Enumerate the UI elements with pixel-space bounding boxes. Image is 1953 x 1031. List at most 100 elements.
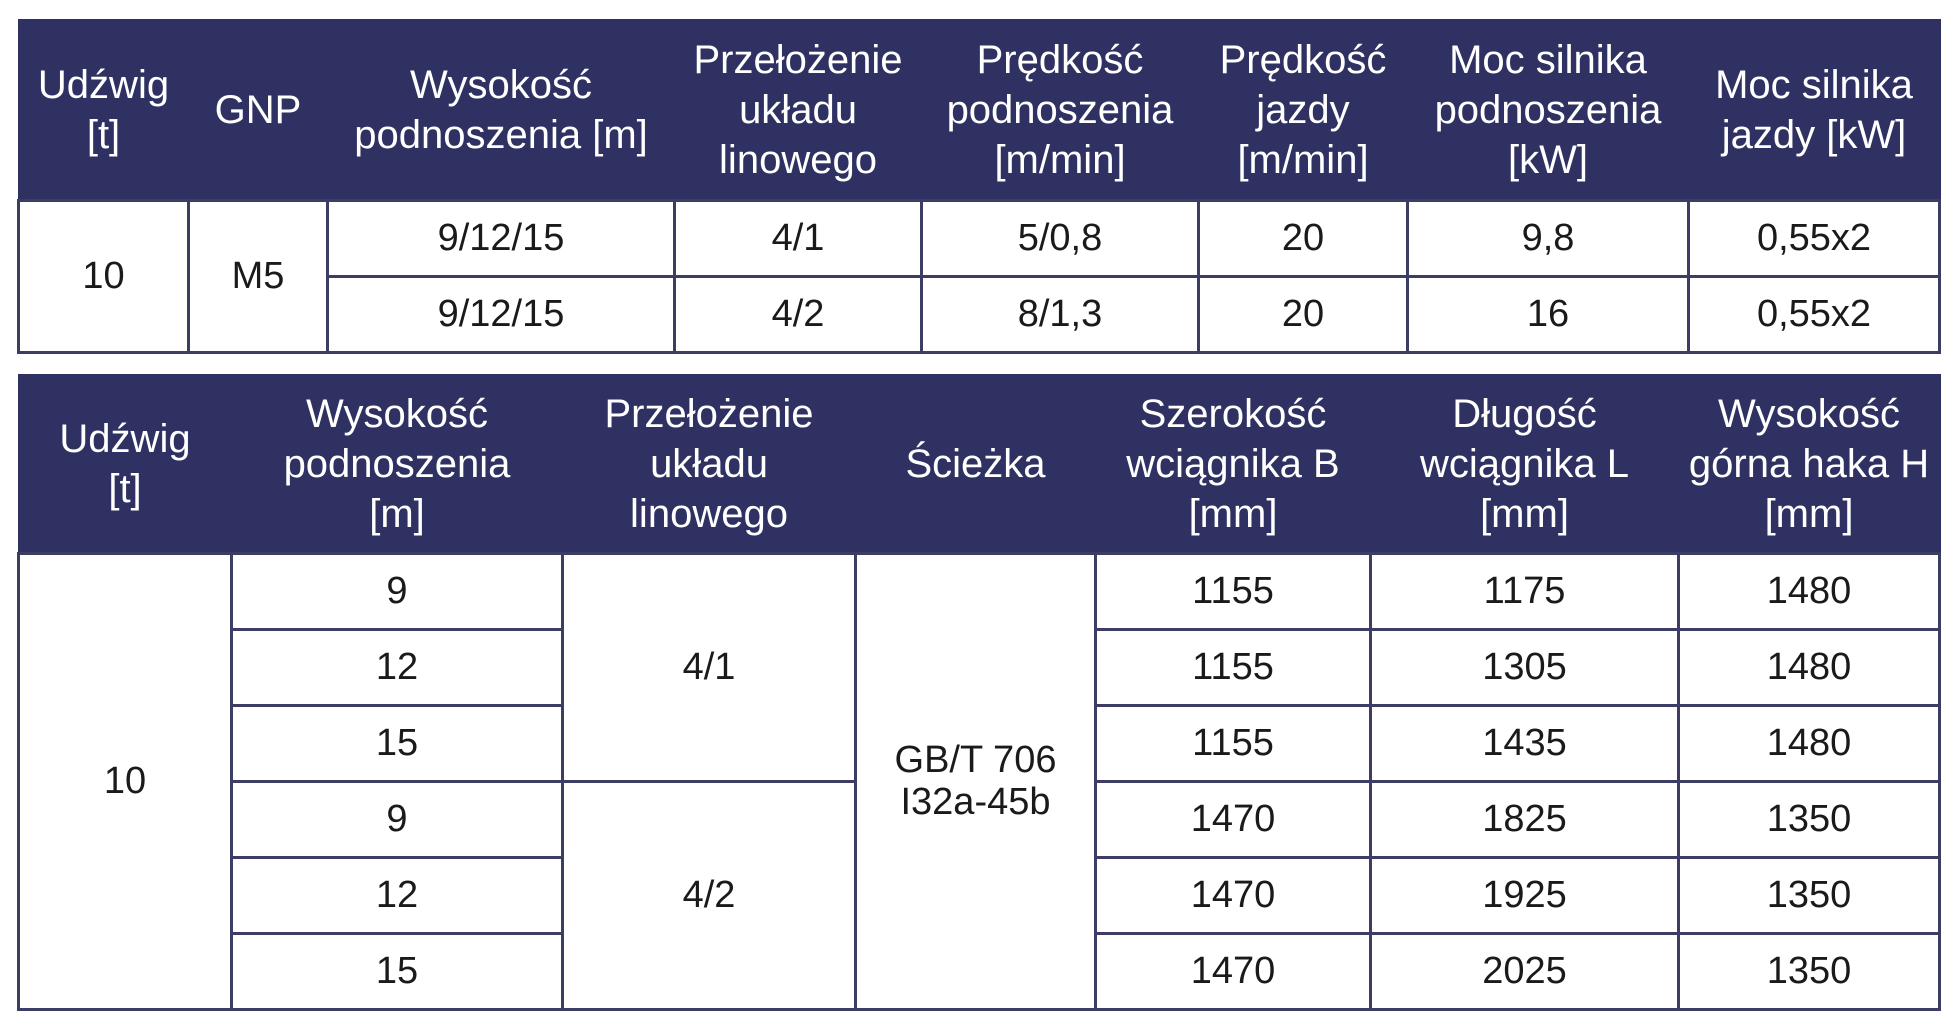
table1-header-reeving: Przełożenie układu linowego: [673, 19, 923, 201]
hoist-parameters-table: Udźwig [t] GNP Wysokość podnoszenia [m] Pr…: [17, 19, 1941, 354]
header-line: podnoszenia: [283, 441, 511, 486]
lift-height-cell: 12: [230, 855, 564, 935]
table1-header-travel-speed: Prędkość jazdy [m/min]: [1197, 19, 1409, 201]
reeving-cell: 4/2: [673, 274, 923, 354]
header-line: podnoszenia: [946, 87, 1174, 132]
hoist-dimensions-table: Udźwig [t] Wysokość podnoszenia [m] Przełoż…: [17, 374, 1941, 1011]
width-b-cell: 1470: [1094, 779, 1372, 859]
lift-height-cell: 9/12/15: [326, 274, 676, 354]
header-line: górna haka H: [1688, 441, 1930, 486]
length-l-cell: 1435: [1369, 703, 1680, 783]
table-row: 10 9 4/1 GB/T 706 I32a-45b 1155 1175 1480: [17, 551, 1941, 1011]
lift-height-cell: 12: [230, 627, 564, 707]
lift-height-cell: 9: [230, 779, 564, 859]
lift-speed-cell: 8/1,3: [920, 274, 1200, 354]
header-line: Szerokość: [1139, 391, 1327, 436]
hook-h-cell: 1480: [1677, 627, 1941, 707]
track-line: GB/T 706: [894, 739, 1057, 781]
capacity-cell: 10: [17, 551, 233, 1011]
hook-h-cell: 1350: [1677, 855, 1941, 935]
header-line: Przełożenie: [693, 37, 903, 82]
table1-header-travel-power: Moc silnika jazdy [kW]: [1687, 19, 1941, 201]
table2-header-hook-h: Wysokość górna haka H [mm]: [1677, 374, 1941, 554]
reeving-cell: 4/2: [561, 779, 857, 1011]
header-line: Wysokość: [1718, 391, 1900, 436]
table-row: 15 1155 1435 1480: [19, 703, 1941, 783]
travel-power-cell: 0,55x2: [1687, 198, 1941, 278]
header-line: linowego: [719, 137, 877, 182]
table-row: 9/12/15 4/2 8/1,3 20 16 0,55x2: [19, 274, 1941, 354]
header-line: Wysokość: [306, 391, 488, 436]
width-b-cell: 1155: [1094, 551, 1372, 631]
width-b-cell: 1155: [1094, 627, 1372, 707]
table2-header-row: Udźwig [t] Wysokość podnoszenia [m] Przełoż…: [17, 374, 1941, 554]
table-row: 12 1155 1305 1480: [19, 627, 1941, 707]
table2-header-width-b: Szerokość wciągnika B [mm]: [1094, 374, 1372, 554]
header-line: [mm]: [1188, 491, 1278, 536]
header-line: Ścieżka: [905, 441, 1046, 486]
header-line: Prędkość: [1219, 37, 1387, 82]
lift-height-cell: 15: [230, 931, 564, 1011]
length-l-cell: 2025: [1369, 931, 1680, 1011]
length-l-cell: 1925: [1369, 855, 1680, 935]
lift-height-cell: 15: [230, 703, 564, 783]
header-line: podnoszenia: [1434, 87, 1662, 132]
width-b-cell: 1470: [1094, 931, 1372, 1011]
table2-header-reeving: Przełożenie układu linowego: [561, 374, 857, 554]
length-l-cell: 1825: [1369, 779, 1680, 859]
width-b-cell: 1470: [1094, 855, 1372, 935]
travel-speed-cell: 20: [1197, 198, 1409, 278]
header-line: [m/min]: [994, 137, 1126, 182]
header-line: [t]: [108, 466, 142, 511]
header-line: [m]: [369, 491, 425, 536]
table-row: 9 4/2 1470 1825 1350: [19, 779, 1941, 1011]
header-line: Długość: [1452, 391, 1597, 436]
lift-height-cell: 9: [230, 551, 564, 631]
table-row: 12 1470 1925 1350: [19, 855, 1941, 935]
table-row: 15 1470 2025 1350: [19, 931, 1941, 1011]
header-line: układu: [739, 87, 857, 132]
table2-header-lift-height: Wysokość podnoszenia [m]: [230, 374, 564, 554]
hook-h-cell: 1480: [1677, 703, 1941, 783]
length-l-cell: 1175: [1369, 551, 1680, 631]
header-line: Udźwig: [37, 62, 170, 107]
header-line: [mm]: [1764, 491, 1854, 536]
table1-header-lift-height: Wysokość podnoszenia [m]: [326, 19, 676, 201]
header-line: podnoszenia [m]: [354, 112, 648, 157]
width-b-cell: 1155: [1094, 703, 1372, 783]
gnp-cell: M5: [187, 198, 329, 354]
table1-header-gnp: GNP: [187, 19, 329, 201]
header-line: [mm]: [1480, 491, 1569, 536]
header-line: Prędkość: [976, 37, 1144, 82]
track-cell: GB/T 706 I32a-45b: [854, 551, 1097, 1011]
header-line: linowego: [630, 491, 788, 536]
length-l-cell: 1305: [1369, 627, 1680, 707]
table2-header-track: Ścieżka: [854, 374, 1097, 554]
lift-power-cell: 16: [1406, 274, 1690, 354]
hook-h-cell: 1480: [1677, 551, 1941, 631]
header-line: Moc silnika: [1449, 37, 1647, 82]
lift-speed-cell: 5/0,8: [920, 198, 1200, 278]
lift-height-cell: 9/12/15: [326, 198, 676, 278]
track-line: I32a-45b: [900, 781, 1051, 823]
header-line: Udźwig: [59, 416, 191, 461]
table2-header-capacity: Udźwig [t]: [17, 374, 233, 554]
table1-header-capacity: Udźwig [t]: [17, 19, 190, 201]
reeving-cell: 4/1: [673, 198, 923, 278]
capacity-cell: 10: [17, 198, 190, 354]
reeving-cell: 4/1: [561, 551, 857, 783]
table-row: 10 M5 9/12/15 4/1 5/0,8 20 9,8 0,55x2: [17, 198, 1941, 354]
header-line: wciągnika L: [1419, 441, 1629, 486]
table2-header-length-l: Długość wciągnika L [mm]: [1369, 374, 1680, 554]
lift-power-cell: 9,8: [1406, 198, 1690, 278]
table1-header-lift-power: Moc silnika podnoszenia [kW]: [1406, 19, 1690, 201]
header-line: wciągnika B: [1126, 441, 1340, 486]
hook-h-cell: 1350: [1677, 931, 1941, 1011]
header-line: jazdy: [1256, 87, 1350, 132]
header-line: Moc silnika: [1715, 62, 1913, 107]
header-line: Wysokość: [410, 62, 592, 107]
header-line: układu: [650, 441, 768, 486]
table1-header-row: Udźwig [t] GNP Wysokość podnoszenia [m] Pr…: [17, 19, 1941, 201]
header-line: Przełożenie: [604, 391, 814, 436]
travel-speed-cell: 20: [1197, 274, 1409, 354]
